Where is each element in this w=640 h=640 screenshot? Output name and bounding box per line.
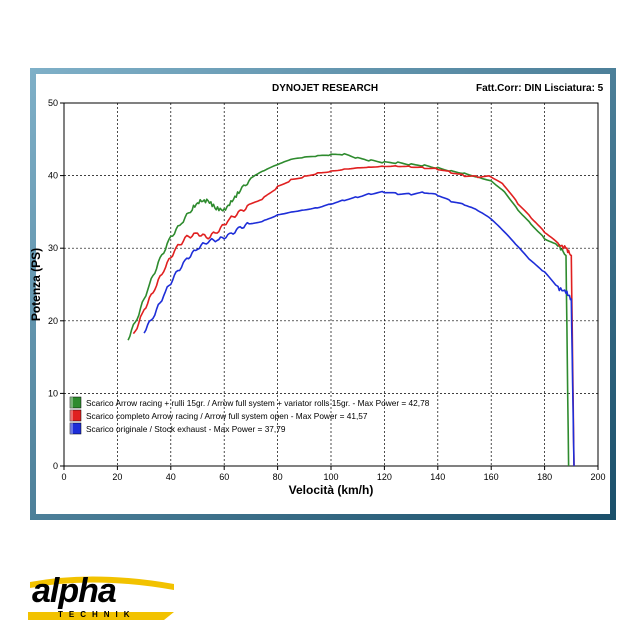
series-line-1 (127, 152, 570, 467)
x-tick-label: 80 (273, 472, 283, 482)
x-tick-label: 120 (377, 472, 392, 482)
x-axis-label: Velocità (km/h) (289, 483, 374, 497)
legend-swatch-shine-3 (70, 423, 73, 434)
x-tick-label: 140 (430, 472, 445, 482)
x-tick-label: 40 (166, 472, 176, 482)
legend-swatch-shine-2 (70, 410, 73, 421)
logo-wordmark: alpha (32, 572, 117, 610)
logo-swoosh (28, 576, 174, 620)
x-tick-label: 0 (61, 472, 66, 482)
chart-header-correction: Fatt.Corr: DIN Lisciatura: 5 (476, 83, 604, 94)
y-tick-label: 10 (48, 388, 58, 398)
y-tick-label: 30 (48, 243, 58, 253)
y-tick-label: 0 (53, 461, 58, 471)
x-tick-label: 100 (323, 472, 338, 482)
alpha-technik-logo: alpha TECHNIK (24, 568, 184, 628)
y-tick-label: 50 (48, 98, 58, 108)
legend-swatch-2 (69, 409, 82, 422)
chart-header-title: DYNOJET RESEARCH (272, 83, 379, 94)
x-tick-label: 60 (219, 472, 229, 482)
series-line-3 (143, 190, 575, 467)
legend-swatch-3 (69, 422, 82, 435)
legend-label-1: Scarico Arrow racing + rulli 15gr. / Arr… (86, 398, 430, 408)
x-tick-label: 200 (590, 472, 605, 482)
y-tick-label: 40 (48, 171, 58, 181)
logo-subtitle: TECHNIK (58, 610, 136, 619)
x-tick-label: 180 (537, 472, 552, 482)
legend-swatch-shine-1 (70, 397, 73, 408)
legend-label-3: Scarico originale / Stock exhaust - Max … (86, 424, 286, 434)
x-tick-label: 20 (112, 472, 122, 482)
legend-label-2: Scarico completo Arrow racing / Arrow fu… (86, 411, 368, 421)
legend-swatch-1 (69, 396, 82, 409)
y-tick-label: 20 (48, 316, 58, 326)
y-axis-label: Potenza (PS) (29, 248, 43, 321)
series-line-2 (132, 165, 575, 467)
x-tick-label: 160 (484, 472, 499, 482)
